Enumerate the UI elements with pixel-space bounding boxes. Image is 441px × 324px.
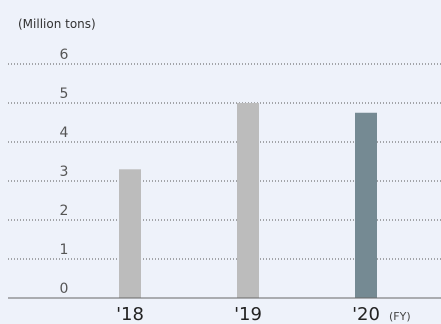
unit-label: (Million tons) (18, 17, 96, 31)
x-tick-label: '20 (352, 304, 380, 324)
bar (237, 103, 259, 298)
bar (355, 112, 377, 298)
y-tick-label: 3 (60, 164, 69, 180)
y-tick-label: 6 (60, 47, 69, 63)
x-tick-label: '18 (116, 304, 144, 324)
x-tick-label: '19 (234, 304, 262, 324)
y-tick-label: 5 (60, 86, 69, 102)
y-tick-label: 2 (60, 203, 69, 219)
y-tick-label: 4 (60, 125, 69, 141)
y-tick-labels: 0 1 2 3 4 5 6 (60, 47, 69, 297)
grid-lines (8, 63, 441, 260)
fiscal-year-label: (FY) (389, 310, 411, 323)
x-tick-labels: '18 '19 '20 (116, 304, 380, 324)
y-tick-label: 0 (60, 281, 69, 297)
bars (119, 103, 377, 298)
bar (119, 169, 141, 298)
y-tick-label: 1 (60, 242, 69, 258)
